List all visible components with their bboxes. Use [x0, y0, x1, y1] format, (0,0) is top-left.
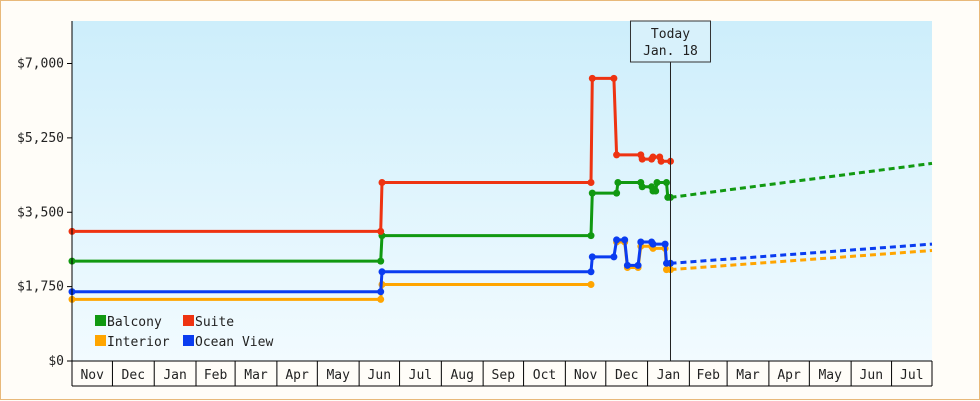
legend-swatch-balcony [95, 315, 106, 326]
x-tick-label: Dec [615, 368, 638, 383]
ocean-view-point [621, 236, 629, 244]
today-label: Today [651, 27, 690, 42]
legend-swatch-suite [183, 315, 194, 326]
today-box [629, 20, 711, 63]
balcony-point [614, 179, 622, 186]
interior-point [377, 295, 385, 303]
x-tick-label: Jul [900, 368, 923, 383]
x-tick-label: Sep [492, 368, 516, 383]
ocean-view-line [72, 238, 671, 294]
suite-point [587, 179, 595, 186]
interior-projection [670, 249, 933, 272]
ocean-view-projection [670, 242, 933, 265]
ocean-view-point [613, 236, 621, 244]
ocean-view-point [649, 240, 657, 248]
x-tick-label: May [818, 368, 842, 383]
x-tick-label: Feb [696, 368, 720, 383]
x-tick-label: Oct [533, 368, 556, 383]
balcony-point [652, 187, 660, 195]
x-tick-label: Nov [80, 368, 104, 383]
suite-point [378, 179, 386, 186]
x-tick-label: Apr [777, 368, 801, 383]
balcony-point [587, 232, 595, 240]
today-date-label: Jan. 18 [643, 44, 698, 59]
x-tick-label: Jul [409, 368, 432, 383]
legend-label-suite: Suite [195, 315, 234, 330]
x-tick-label: Nov [574, 368, 598, 383]
y-tick-label: $3,500 [17, 205, 64, 220]
suite-point [377, 227, 385, 235]
x-tick-label: Jan [657, 368, 680, 383]
ocean-view-point [623, 261, 631, 269]
ocean-view-point [377, 288, 385, 296]
ocean-view-point [637, 238, 645, 246]
interior-point [587, 281, 595, 288]
ocean-view-point [587, 268, 595, 276]
plot-area [72, 21, 932, 361]
y-tick-label: $7,000 [17, 57, 64, 72]
balcony-point [588, 189, 596, 197]
suite-point [613, 151, 621, 159]
x-tick-label: Apr [285, 368, 309, 383]
legend-swatch-interior [95, 335, 106, 346]
x-tick-label: Feb [204, 368, 228, 383]
x-tick-label: Mar [736, 368, 760, 383]
ocean-view-point [634, 261, 642, 269]
y-tick-label: $1,750 [17, 280, 64, 295]
legend-label-ocean-view: Ocean View [195, 335, 273, 350]
balcony-projection [670, 161, 933, 199]
x-tick-label: Aug [450, 368, 473, 383]
x-tick-label: Jun [368, 368, 391, 383]
suite-point [657, 157, 665, 165]
ocean-view-point [378, 268, 386, 276]
balcony-point [377, 257, 385, 265]
y-tick-label: $0 [48, 354, 64, 369]
suite-point [638, 155, 646, 163]
legend-label-interior: Interior [107, 335, 170, 350]
balcony-point [638, 183, 646, 191]
balcony-point [613, 189, 621, 197]
ocean-view-point [661, 240, 669, 248]
x-tick-label: Dec [122, 368, 145, 383]
balcony-point [653, 179, 661, 186]
legend-swatch-ocean-view [183, 335, 194, 346]
x-tick-label: Jun [860, 368, 883, 383]
x-tick-label: Jan [163, 368, 186, 383]
ocean-view-point [610, 253, 618, 261]
ocean-view-point [588, 253, 596, 261]
x-tick-label: Mar [244, 368, 268, 383]
suite-point [610, 74, 618, 82]
suite-point [588, 74, 596, 82]
suite-point [649, 153, 657, 161]
y-tick-label: $5,250 [17, 131, 64, 146]
legend-label-balcony: Balcony [107, 315, 162, 330]
x-tick-label: May [326, 368, 350, 383]
balcony-point [663, 179, 670, 186]
